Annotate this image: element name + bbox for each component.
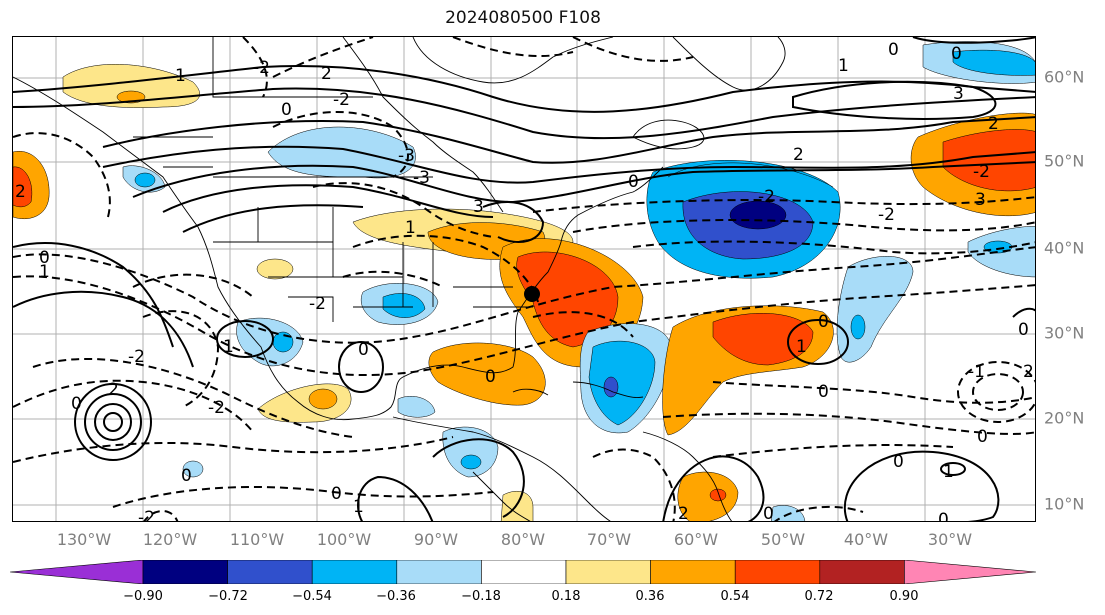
contour-label: -3 <box>398 146 415 166</box>
colorbar-segment <box>481 560 567 584</box>
lon-label-70w: 70°W <box>586 530 632 549</box>
contour-label: 1 <box>353 497 364 517</box>
coastlines <box>13 37 786 521</box>
colorbar-segment <box>227 560 313 584</box>
contour-label: 0 <box>818 312 829 332</box>
colorbar-tick: −0.36 <box>376 589 416 604</box>
colorbar-segment <box>142 560 228 584</box>
contour-label: 2 <box>321 64 332 84</box>
contour-label: -2 <box>208 398 225 418</box>
lon-label-100w: 100°W <box>316 530 372 549</box>
lat-label-30n: 30°N <box>1044 323 1085 343</box>
contour-label: -2 <box>128 347 145 367</box>
colorbar-tick: −0.54 <box>292 589 332 604</box>
dashed-contours <box>13 37 1035 521</box>
solid-contours <box>13 37 1035 521</box>
colorbar-tick: 0.18 <box>551 589 581 604</box>
contour-label: 0 <box>71 394 82 414</box>
contour-label: -2 <box>309 294 326 314</box>
location-marker-dot <box>524 286 540 302</box>
contour-label: 0 <box>951 44 962 64</box>
colorbar-segment <box>10 560 144 584</box>
lat-label-60n: 60°N <box>1044 67 1085 87</box>
contour-label: 0 <box>485 367 496 387</box>
lat-label-10n: 10°N <box>1044 494 1085 514</box>
contour-label: 0 <box>893 452 904 472</box>
contour-label: 0 <box>1018 320 1029 340</box>
colorbar-segment <box>396 560 482 584</box>
contour-label: 0 <box>938 510 949 522</box>
lon-label-50w: 50°W <box>760 530 806 549</box>
contour-label: 1 <box>943 462 954 482</box>
shaded-anomaly-fields <box>13 41 1035 521</box>
lon-label-90w: 90°W <box>413 530 459 549</box>
contour-label: 1 <box>223 337 234 357</box>
contour-label: 0 <box>358 340 369 360</box>
contour-label: -2 <box>878 205 895 225</box>
colorbar-segment <box>904 560 1037 584</box>
colorbar-segment <box>311 560 398 584</box>
colorbar-tick: 0.36 <box>635 589 665 604</box>
lon-label-60w: 60°W <box>673 530 719 549</box>
colorbar-tick: 0.72 <box>804 589 834 604</box>
contour-label-group: 1 -2 2 0 -2 -3 -3 1 3 0 2 -2 -2 0 0 1 3 … <box>15 40 1034 522</box>
contour-label: 0 <box>181 466 192 486</box>
contour-label: 2 <box>15 182 26 202</box>
contour-label: -2 <box>758 187 775 207</box>
colorbar-tick: 0.90 <box>889 589 919 604</box>
lon-label-110w: 110°W <box>229 530 285 549</box>
contour-label: 0 <box>39 248 50 268</box>
contour-label: 0 <box>628 172 639 192</box>
colorbar-tick: −0.90 <box>123 589 163 604</box>
map-title: 2024080500 F108 <box>445 8 601 28</box>
contour-label: 0 <box>977 427 988 447</box>
contour-label: 2 <box>988 114 999 134</box>
colorbar-tick: −0.18 <box>461 589 501 604</box>
colorbar-segment <box>819 560 905 584</box>
contour-label: 3 <box>953 84 964 104</box>
contour-label: -2 <box>973 162 990 182</box>
lon-label-40w: 40°W <box>843 530 889 549</box>
contour-label: 3 <box>975 190 986 210</box>
contour-label: -2 <box>138 508 155 522</box>
contour-label: 0 <box>281 100 292 120</box>
lat-label-20n: 20°N <box>1044 408 1085 428</box>
contour-label: 2 <box>678 504 689 522</box>
contour-label: 0 <box>763 504 774 522</box>
contour-label: 1 <box>39 262 50 282</box>
contour-label: 0 <box>888 40 899 60</box>
colorbar-tick: −0.72 <box>208 589 248 604</box>
lon-label-80w: 80°W <box>500 530 546 549</box>
lon-label-130w: 130°W <box>56 530 112 549</box>
colorbar-segment <box>565 560 651 584</box>
contour-label: 3 <box>473 197 484 217</box>
contour-label: -2 <box>253 58 270 78</box>
contour-label: -2 <box>333 90 350 110</box>
lon-label-120w: 120°W <box>142 530 198 549</box>
contour-label: 1 <box>405 218 416 238</box>
contour-label: -1 <box>968 362 985 382</box>
map-panel: 1 -2 2 0 -2 -3 -3 1 3 0 2 -2 -2 0 0 1 3 … <box>12 36 1036 522</box>
colorbar-tick: 0.54 <box>720 589 750 604</box>
colorbar-segment <box>734 560 821 584</box>
map-canvas: 1 -2 2 0 -2 -3 -3 1 3 0 2 -2 -2 0 0 1 3 … <box>13 37 1035 522</box>
contour-label: 2 <box>793 145 804 165</box>
contour-label: -3 <box>413 168 430 188</box>
contour-label: 0 <box>818 382 829 402</box>
contour-label: 2 <box>1023 362 1034 382</box>
colorbar-segment <box>650 560 736 584</box>
contour-label: 1 <box>175 66 186 86</box>
contour-label: 0 <box>331 484 342 504</box>
lat-label-40n: 40°N <box>1044 238 1085 258</box>
contour-label: 1 <box>838 56 849 76</box>
lat-label-50n: 50°N <box>1044 151 1085 171</box>
contour-label: 2 <box>108 380 119 400</box>
lon-label-30w: 30°W <box>927 530 973 549</box>
colorbar <box>10 560 1037 584</box>
contour-label: 1 <box>796 337 807 357</box>
